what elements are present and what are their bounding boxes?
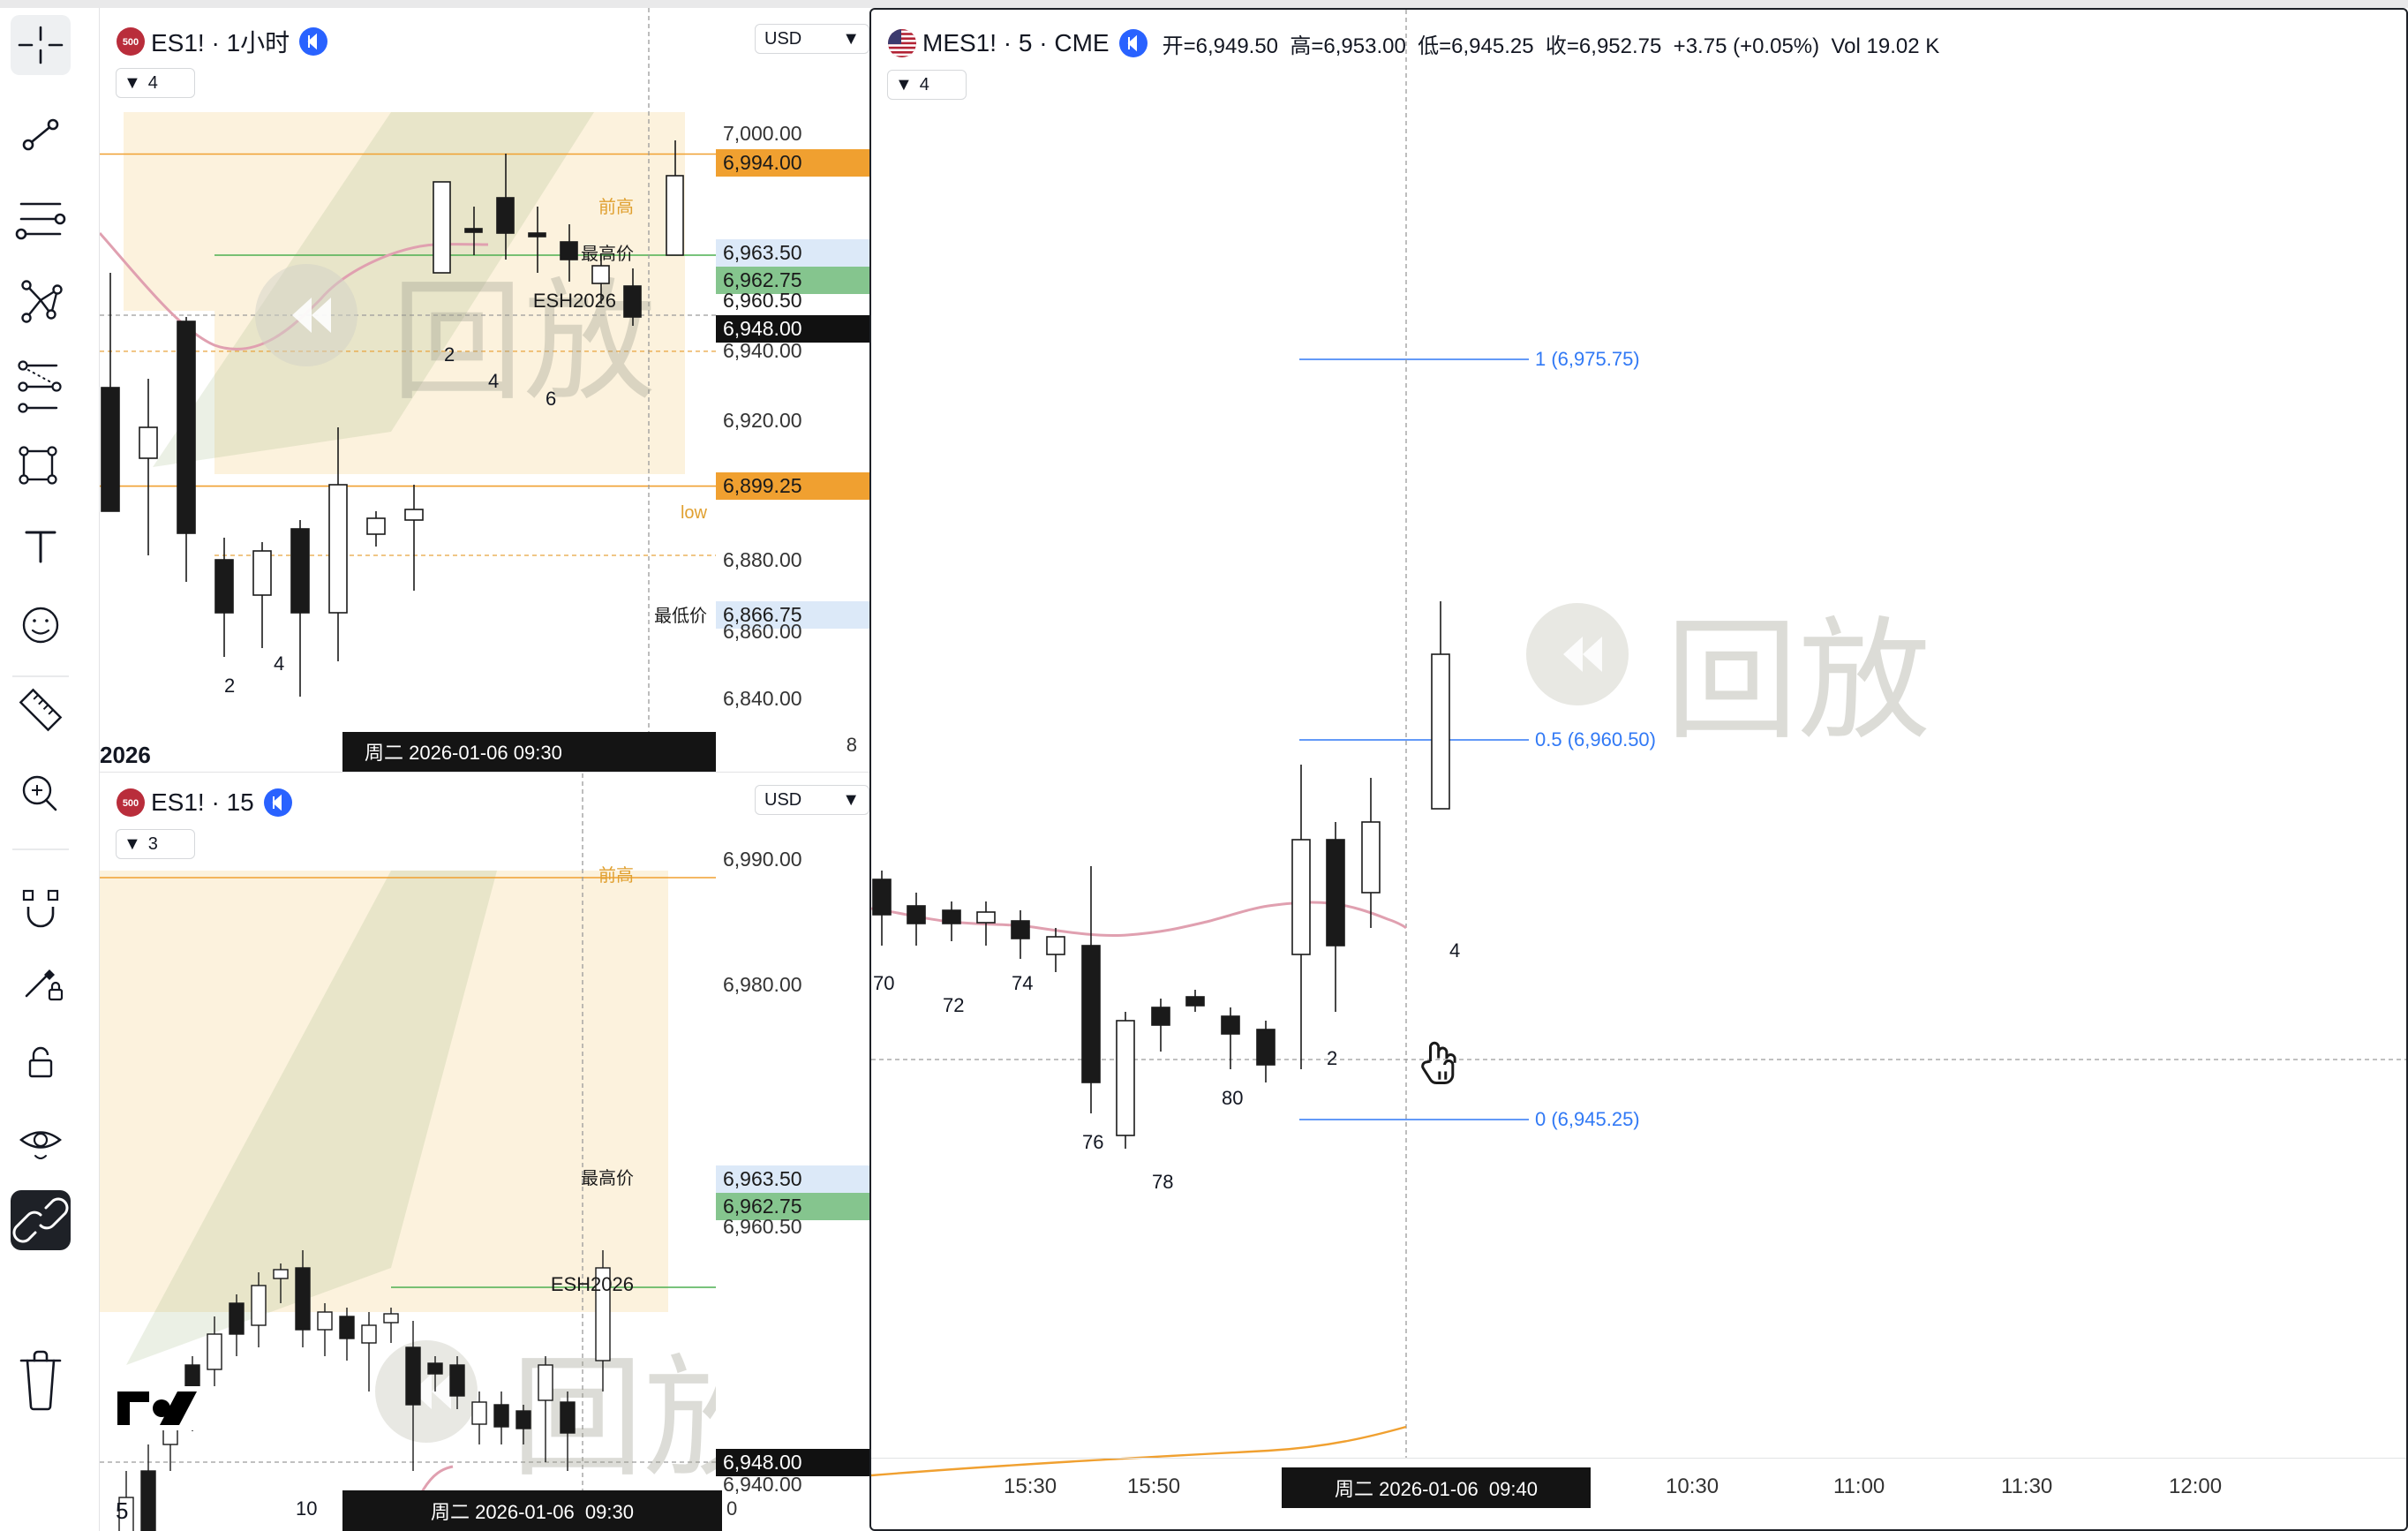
svg-text:7,000.00: 7,000.00 [723,122,802,145]
svg-text:周二 2026-01-06 09:30: 周二 2026-01-06 09:30 [365,742,562,764]
svg-text:6: 6 [546,388,556,410]
svg-text:ESH2026: ESH2026 [551,1273,634,1295]
svg-text:78: 78 [1152,1171,1173,1193]
svg-text:6,960.50: 6,960.50 [723,1215,802,1238]
svg-text:ESH2026: ESH2026 [533,290,616,312]
svg-text:74: 74 [1012,972,1033,994]
svg-text:6,990.00: 6,990.00 [723,848,802,871]
svg-text:4: 4 [1449,939,1460,962]
svg-text:6,880.00: 6,880.00 [723,548,802,571]
svg-text:6,920.00: 6,920.00 [723,409,802,432]
svg-text:6,940.00: 6,940.00 [723,339,802,362]
svg-text:回放: 回放 [391,268,656,416]
svg-text:6,963.50: 6,963.50 [723,241,802,264]
svg-text:2026: 2026 [100,742,151,768]
svg-text:76: 76 [1082,1131,1103,1153]
svg-text:最低价: 最低价 [654,606,707,626]
svg-text:6,940.00: 6,940.00 [723,1473,802,1496]
svg-text:6,980.00: 6,980.00 [723,973,802,996]
svg-text:4: 4 [488,370,499,392]
svg-text:80: 80 [1222,1087,1243,1109]
svg-text:low: low [681,503,708,523]
svg-text:2: 2 [1327,1047,1337,1069]
svg-text:10: 10 [296,1497,317,1520]
svg-text:6,860.00: 6,860.00 [723,620,802,643]
svg-text:最高价: 最高价 [581,1168,634,1188]
svg-text:6,960.50: 6,960.50 [723,289,802,312]
svg-text:6,963.50: 6,963.50 [723,1167,802,1190]
svg-text:前高: 前高 [598,865,634,886]
svg-text:6,948.00: 6,948.00 [723,317,802,340]
svg-text:回放: 回放 [1666,607,1930,755]
svg-text:0 (6,945.25): 0 (6,945.25) [1535,1108,1640,1130]
svg-text:0.5 (6,960.50): 0.5 (6,960.50) [1535,728,1656,750]
svg-text:72: 72 [943,994,964,1016]
svg-text:6,994.00: 6,994.00 [723,151,802,174]
svg-text:1 (6,975.75): 1 (6,975.75) [1535,348,1640,370]
svg-text:6,948.00: 6,948.00 [723,1451,802,1474]
svg-text:前高: 前高 [598,197,634,217]
svg-text:6,840.00: 6,840.00 [723,687,802,710]
svg-text:6,899.25: 6,899.25 [723,474,802,497]
svg-text:最高价: 最高价 [581,244,634,264]
svg-text:2: 2 [444,343,455,366]
svg-text:70: 70 [873,972,894,994]
svg-text:2: 2 [224,675,235,697]
svg-text:4: 4 [274,652,284,675]
